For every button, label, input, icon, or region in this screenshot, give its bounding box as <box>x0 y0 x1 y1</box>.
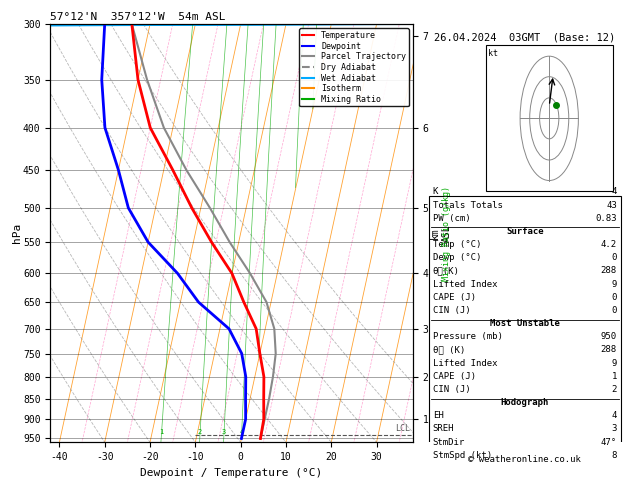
Text: K: K <box>433 188 438 196</box>
Text: 47°: 47° <box>601 437 617 447</box>
Text: 57°12'N  357°12'W  54m ASL: 57°12'N 357°12'W 54m ASL <box>50 12 226 22</box>
Text: 8: 8 <box>611 451 617 460</box>
Text: CIN (J): CIN (J) <box>433 306 470 315</box>
Text: 4: 4 <box>611 411 617 420</box>
Text: 4: 4 <box>240 429 243 434</box>
Text: © weatheronline.co.uk: © weatheronline.co.uk <box>469 455 581 464</box>
Text: 4: 4 <box>611 188 617 196</box>
Text: Surface: Surface <box>506 227 543 236</box>
Text: 0: 0 <box>611 253 617 262</box>
Text: 288: 288 <box>601 346 617 354</box>
Text: SREH: SREH <box>433 424 454 434</box>
Y-axis label: km
ASL: km ASL <box>430 225 452 242</box>
Text: 3: 3 <box>611 424 617 434</box>
Text: CAPE (J): CAPE (J) <box>433 372 476 381</box>
Text: PW (cm): PW (cm) <box>433 214 470 223</box>
Text: 1: 1 <box>159 429 164 434</box>
Text: Most Unstable: Most Unstable <box>490 319 560 328</box>
Text: 0: 0 <box>611 306 617 315</box>
Text: Temp (°C): Temp (°C) <box>433 240 481 249</box>
Text: 9: 9 <box>611 359 617 367</box>
Text: Lifted Index: Lifted Index <box>433 279 497 289</box>
Text: 288: 288 <box>601 266 617 276</box>
Text: θᴄ(K): θᴄ(K) <box>433 266 460 276</box>
Legend: Temperature, Dewpoint, Parcel Trajectory, Dry Adiabat, Wet Adiabat, Isotherm, Mi: Temperature, Dewpoint, Parcel Trajectory… <box>299 29 409 106</box>
Text: Dewp (°C): Dewp (°C) <box>433 253 481 262</box>
Text: Pressure (mb): Pressure (mb) <box>433 332 503 341</box>
Text: 1: 1 <box>611 372 617 381</box>
X-axis label: Dewpoint / Temperature (°C): Dewpoint / Temperature (°C) <box>140 468 323 478</box>
Text: Hodograph: Hodograph <box>501 398 549 407</box>
Text: 2: 2 <box>198 429 202 434</box>
Text: 950: 950 <box>601 332 617 341</box>
Text: 26.04.2024  03GMT  (Base: 12): 26.04.2024 03GMT (Base: 12) <box>434 33 615 43</box>
Text: Lifted Index: Lifted Index <box>433 359 497 367</box>
Y-axis label: hPa: hPa <box>11 223 21 243</box>
Text: EH: EH <box>433 411 443 420</box>
Text: Totals Totals: Totals Totals <box>433 201 503 209</box>
Text: 9: 9 <box>611 279 617 289</box>
Text: 4.2: 4.2 <box>601 240 617 249</box>
Text: LCL: LCL <box>396 424 411 433</box>
Text: 43: 43 <box>606 201 617 209</box>
Text: StmSpd (kt): StmSpd (kt) <box>433 451 492 460</box>
Text: θᴄ (K): θᴄ (K) <box>433 346 465 354</box>
Text: 0: 0 <box>611 293 617 302</box>
Text: CAPE (J): CAPE (J) <box>433 293 476 302</box>
Text: 2: 2 <box>611 385 617 394</box>
Text: kt: kt <box>487 50 498 58</box>
Text: Mixing Ratio (g/kg): Mixing Ratio (g/kg) <box>442 186 451 281</box>
Text: CIN (J): CIN (J) <box>433 385 470 394</box>
Text: 0.83: 0.83 <box>595 214 617 223</box>
Text: 3: 3 <box>221 429 226 434</box>
Text: StmDir: StmDir <box>433 437 465 447</box>
